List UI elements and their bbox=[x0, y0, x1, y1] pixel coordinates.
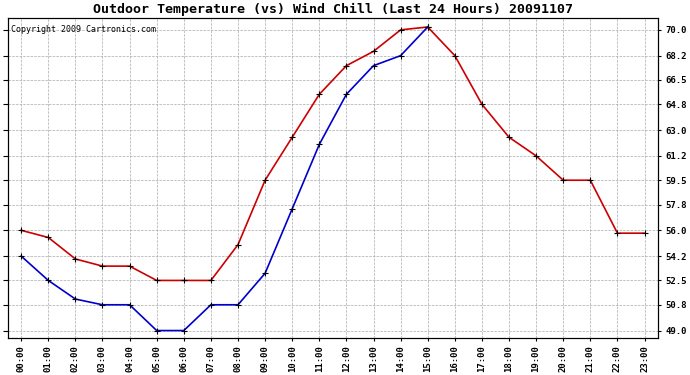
Text: Copyright 2009 Cartronics.com: Copyright 2009 Cartronics.com bbox=[11, 25, 156, 34]
Title: Outdoor Temperature (vs) Wind Chill (Last 24 Hours) 20091107: Outdoor Temperature (vs) Wind Chill (Las… bbox=[93, 3, 573, 16]
